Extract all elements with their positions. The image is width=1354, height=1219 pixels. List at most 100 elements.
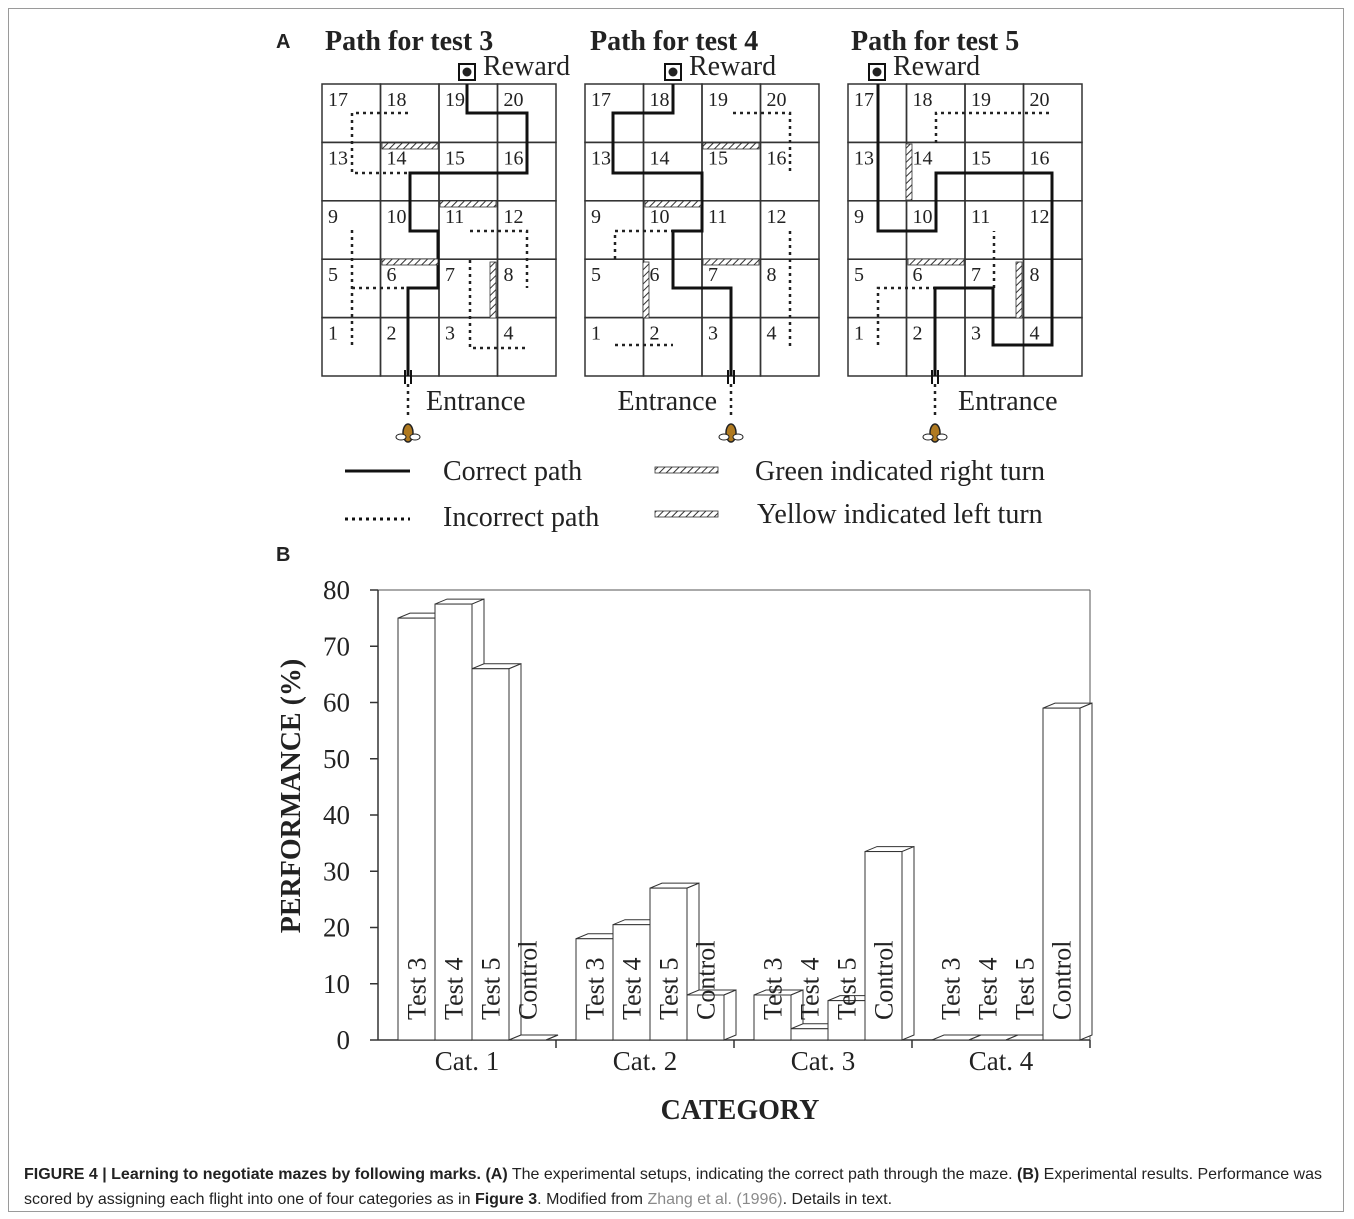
caption-text: FIGURE 4 | Learning to negotiate mazes b… xyxy=(24,1166,481,1183)
bar-side xyxy=(901,845,915,1041)
legend-label: Yellow indicated left turn xyxy=(757,499,1043,530)
caption-text: . Modified from xyxy=(537,1191,648,1208)
caption-text: . Details in text. xyxy=(782,1191,893,1208)
bar-side xyxy=(545,1034,559,1041)
incorrect-path xyxy=(350,111,410,175)
bar-label: Test 3 xyxy=(759,958,788,1020)
cell-number: 5 xyxy=(854,264,864,286)
figure: A B Correct path Incorrect path Green in… xyxy=(276,26,1093,1126)
cell-number: 12 xyxy=(504,206,524,228)
cell-number: 1 xyxy=(854,323,864,345)
legend-label: Incorrect path xyxy=(443,502,599,533)
turn-mark xyxy=(907,258,965,266)
cell-number: 11 xyxy=(708,206,727,228)
cell-number: 7 xyxy=(971,264,981,286)
bee-wing xyxy=(732,433,744,441)
cell-number: 2 xyxy=(650,323,660,345)
turn-mark xyxy=(905,143,913,201)
cell-number: 18 xyxy=(650,89,670,111)
caption-text: (B) xyxy=(1017,1166,1040,1183)
cell-number: 14 xyxy=(650,147,670,169)
cell-number: 13 xyxy=(591,147,611,169)
bar-label: Control xyxy=(870,941,899,1020)
cell-number: 7 xyxy=(708,264,718,286)
cell-number: 13 xyxy=(854,147,874,169)
bar-label: Test 4 xyxy=(440,958,469,1020)
cell-number: 5 xyxy=(591,264,601,286)
cell-number: 8 xyxy=(504,264,514,286)
turn-mark xyxy=(381,142,439,150)
cell-number: 19 xyxy=(971,89,991,111)
y-tick-label: 60 xyxy=(323,688,350,718)
cell-number: 5 xyxy=(328,264,338,286)
turn-mark xyxy=(1015,261,1023,319)
maze-cell xyxy=(496,316,557,377)
bar xyxy=(1042,707,1081,1041)
bar xyxy=(612,924,651,1041)
incorrect-path xyxy=(470,229,529,288)
bar-label: Control xyxy=(692,941,721,1020)
cell-number: 17 xyxy=(854,89,874,111)
bar-label: Test 4 xyxy=(618,958,647,1020)
y-tick-label: 20 xyxy=(323,913,350,943)
bar-side xyxy=(723,989,737,1041)
bar-label: Test 5 xyxy=(1011,958,1040,1020)
reward-label: Reward xyxy=(893,51,980,82)
cell-number: 14 xyxy=(913,147,933,169)
caption-link[interactable]: Zhang et al. (1996) xyxy=(647,1191,783,1208)
legend-label: Green indicated right turn xyxy=(755,456,1045,487)
incorrect-path xyxy=(876,286,936,345)
cell-number: 17 xyxy=(328,89,348,111)
bar-label: Control xyxy=(514,941,543,1020)
y-axis-title: PERFORMANCE (%) xyxy=(276,659,307,934)
cell-number: 3 xyxy=(971,323,981,345)
x-tick-label: Cat. 1 xyxy=(435,1046,500,1076)
y-tick-label: 70 xyxy=(323,631,350,661)
y-tick-label: 30 xyxy=(323,856,350,886)
incorrect-path xyxy=(468,260,527,350)
entrance-label: Entrance xyxy=(958,386,1058,417)
bar xyxy=(471,668,510,1041)
bee-wing xyxy=(922,433,934,441)
turn-mark xyxy=(381,258,439,266)
cell-number: 12 xyxy=(767,206,787,228)
cell-number: 6 xyxy=(387,264,397,286)
cell-number: 17 xyxy=(591,89,611,111)
cell-number: 20 xyxy=(1030,89,1050,111)
bar xyxy=(397,617,436,1041)
cell-number: 4 xyxy=(1030,323,1040,345)
bee-wing xyxy=(936,433,948,441)
cell-number: 1 xyxy=(591,323,601,345)
y-tick-label: 0 xyxy=(337,1025,351,1055)
bee-wing xyxy=(409,433,421,441)
turn-mark xyxy=(489,261,497,319)
cell-number: 12 xyxy=(1030,206,1050,228)
cell-number: 3 xyxy=(445,323,455,345)
maze-title: Path for test 4 xyxy=(590,26,758,57)
cell-number: 4 xyxy=(504,323,514,345)
turn-mark xyxy=(642,261,650,319)
correct-path xyxy=(611,84,733,376)
legend-label: Correct path xyxy=(443,456,582,487)
x-tick-label: Cat. 4 xyxy=(969,1046,1034,1076)
caption-text: (A) xyxy=(485,1166,508,1183)
bar-label: Test 5 xyxy=(477,958,506,1020)
cell-number: 20 xyxy=(767,89,787,111)
bar-label: Test 4 xyxy=(796,958,825,1020)
cell-number: 15 xyxy=(971,147,991,169)
x-tick-label: Cat. 3 xyxy=(791,1046,856,1076)
cell-number: 3 xyxy=(708,323,718,345)
cell-number: 19 xyxy=(445,89,465,111)
turn-mark xyxy=(439,200,497,208)
correct-path xyxy=(406,84,529,376)
cell-number: 6 xyxy=(650,264,660,286)
cell-number: 13 xyxy=(328,147,348,169)
bar-label: Test 5 xyxy=(655,958,684,1020)
maze-title: Path for test 3 xyxy=(325,26,493,57)
y-tick-label: 50 xyxy=(323,744,350,774)
reward-feeder xyxy=(462,67,472,77)
bee-wing xyxy=(718,433,730,441)
cell-number: 6 xyxy=(913,264,923,286)
cell-number: 8 xyxy=(767,264,777,286)
